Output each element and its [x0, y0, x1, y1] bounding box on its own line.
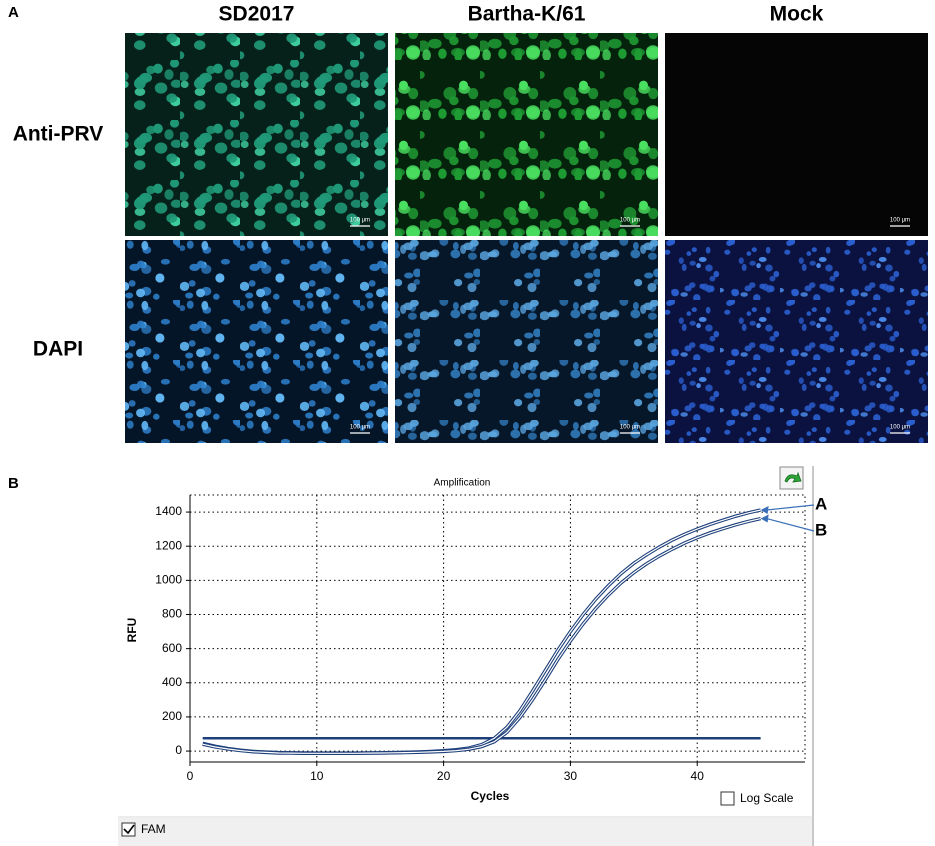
refresh-button[interactable] [779, 466, 804, 490]
channel-checkbox[interactable]: FAM [121, 822, 166, 837]
x-tick-label: 30 [564, 769, 578, 783]
micrograph [665, 240, 928, 443]
micrograph [125, 240, 388, 443]
y-tick-label: 400 [162, 675, 182, 689]
log-scale-checkbox[interactable]: Log Scale [720, 791, 794, 806]
scale-bar-label: 100 μm [890, 218, 910, 224]
checkbox [720, 791, 735, 806]
x-tick-label: 0 [187, 769, 194, 783]
arrow-head [760, 514, 769, 523]
x-tick-label: 10 [310, 769, 324, 783]
amplification-curve-core [202, 518, 761, 754]
scale-bar-label: 100 μm [350, 218, 370, 224]
status-bar [118, 818, 813, 846]
y-tick-label: 1200 [155, 538, 182, 552]
column-header: SD2017 [219, 3, 295, 26]
scale-bar-label: 100 μm [620, 425, 640, 431]
micrograph [395, 33, 658, 236]
checkbox [121, 822, 136, 837]
scale-bar-label: 100 μm [620, 218, 640, 224]
y-tick-label: 0 [175, 743, 182, 757]
check-mark [123, 824, 135, 835]
micrograph [395, 240, 658, 443]
scale-bar-label: 100 μm [350, 425, 370, 431]
row-label: DAPI [33, 338, 83, 361]
checkbox-label: Log Scale [740, 791, 794, 805]
refresh-icon [784, 471, 802, 483]
arrow-head [760, 506, 769, 515]
y-tick-label: 200 [162, 709, 182, 723]
checkbox-label: FAM [141, 822, 166, 836]
series-label: B [815, 520, 827, 539]
chart-title: Amplification [434, 478, 491, 489]
y-axis-title: RFU [125, 618, 139, 643]
panel-label: A [8, 4, 19, 21]
y-tick-label: 800 [162, 607, 182, 621]
panel-label: B [8, 475, 19, 492]
annotation-arrow [766, 504, 815, 511]
scale-bar-label: 100 μm [890, 425, 910, 431]
micrograph [125, 33, 388, 236]
column-header: Bartha-K/61 [468, 3, 586, 26]
row-label: Anti-PRV [13, 123, 104, 146]
y-tick-label: 1400 [155, 504, 182, 518]
series-label: A [815, 494, 827, 513]
column-header: Mock [770, 3, 824, 26]
annotation-arrow [766, 517, 815, 532]
plot-area [189, 494, 806, 763]
x-axis-title: Cycles [471, 789, 510, 803]
micrograph [665, 33, 928, 236]
y-tick-label: 1000 [155, 573, 182, 587]
x-tick-label: 40 [691, 769, 705, 783]
x-tick-label: 20 [437, 769, 451, 783]
y-tick-label: 600 [162, 641, 182, 655]
